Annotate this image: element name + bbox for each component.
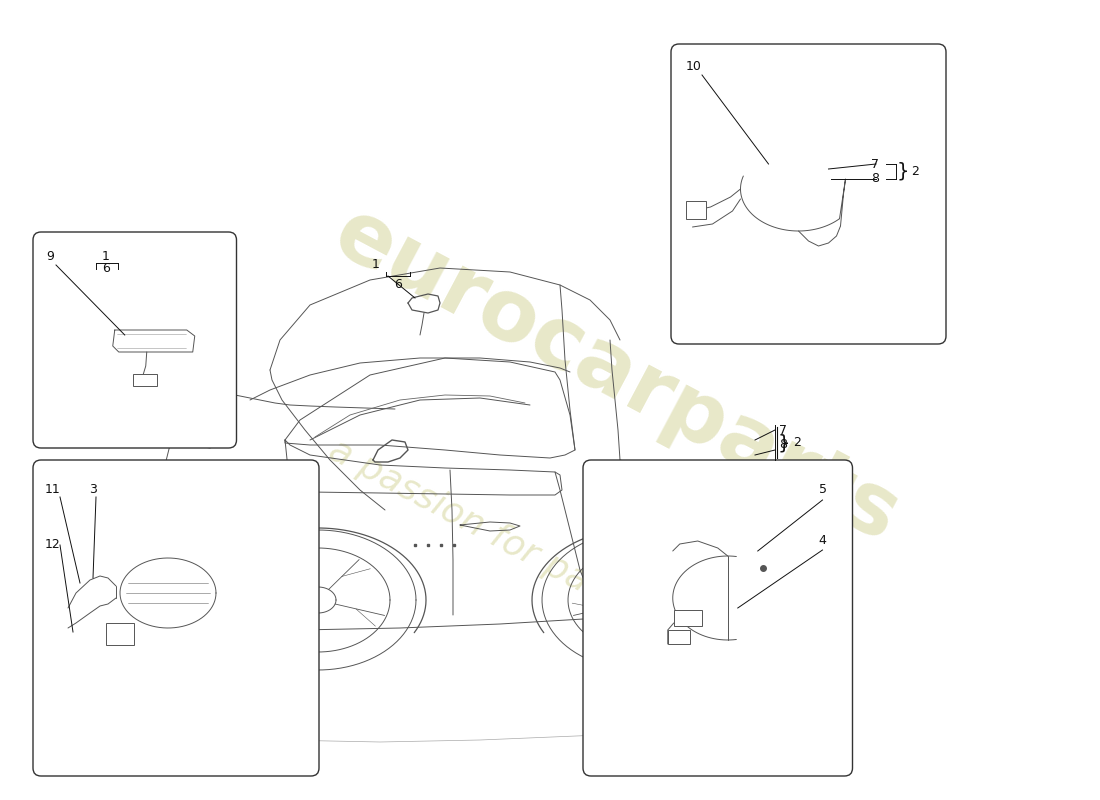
Text: 5: 5 [818, 483, 826, 497]
FancyBboxPatch shape [106, 623, 134, 645]
FancyBboxPatch shape [673, 610, 702, 626]
FancyBboxPatch shape [685, 201, 705, 219]
Text: }: } [896, 162, 910, 181]
Text: 8: 8 [779, 438, 786, 451]
Text: 12: 12 [45, 538, 60, 551]
Text: 1: 1 [372, 258, 379, 270]
Text: }: } [778, 434, 791, 453]
Text: 6: 6 [102, 262, 110, 275]
FancyBboxPatch shape [583, 460, 852, 776]
Text: 11: 11 [45, 483, 60, 497]
FancyBboxPatch shape [133, 374, 156, 386]
Text: eurocarparts: eurocarparts [319, 192, 913, 560]
Text: 10: 10 [686, 61, 702, 74]
Text: 9: 9 [46, 250, 54, 263]
FancyBboxPatch shape [33, 460, 319, 776]
Text: 7: 7 [779, 423, 786, 437]
Text: 4: 4 [818, 534, 826, 546]
Text: 1: 1 [102, 250, 110, 263]
Text: a passion for parts since 1985: a passion for parts since 1985 [323, 433, 821, 719]
Text: 7: 7 [871, 158, 879, 170]
FancyBboxPatch shape [668, 630, 690, 644]
Text: 3: 3 [89, 483, 97, 497]
Text: 6: 6 [394, 278, 402, 290]
FancyBboxPatch shape [33, 232, 236, 448]
Text: M: M [216, 465, 224, 475]
Text: 2: 2 [793, 437, 801, 450]
Text: 8: 8 [871, 173, 879, 186]
FancyBboxPatch shape [671, 44, 946, 344]
Text: 2: 2 [911, 165, 918, 178]
